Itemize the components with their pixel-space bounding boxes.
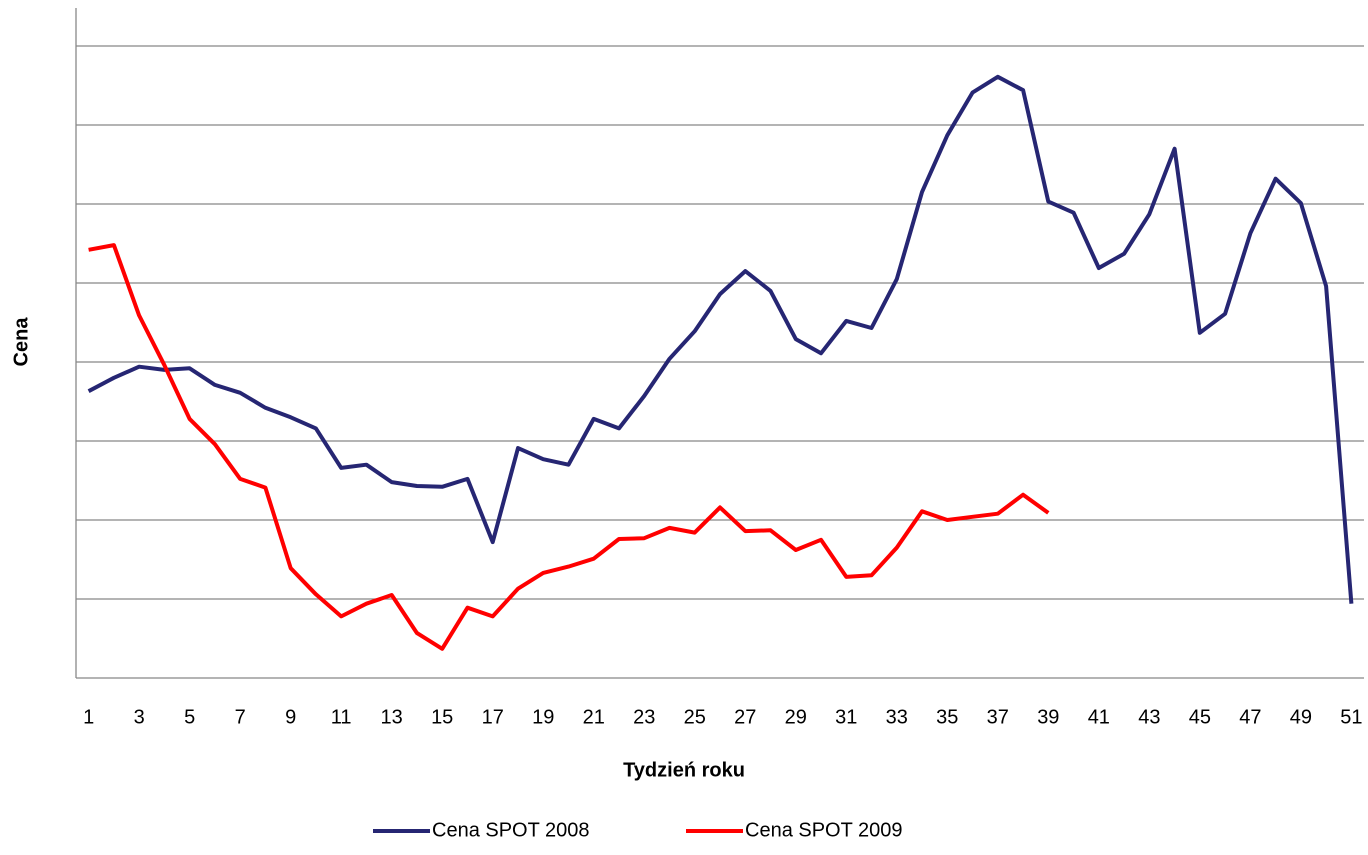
x-tick-label: 51 bbox=[1340, 706, 1362, 728]
x-tick-label: 17 bbox=[482, 706, 504, 728]
y-axis-label: Cena bbox=[10, 317, 32, 367]
x-tick-label: 19 bbox=[532, 706, 554, 728]
series-line bbox=[87, 74, 1354, 604]
x-tick-label: 1 bbox=[83, 706, 94, 728]
x-tick-label: 31 bbox=[835, 706, 857, 728]
x-tick-label: 35 bbox=[936, 706, 958, 728]
series-line bbox=[88, 243, 1050, 651]
x-axis-label: Tydzień roku bbox=[623, 759, 745, 781]
x-tick-label: 33 bbox=[886, 706, 908, 728]
x-tick-label: 29 bbox=[785, 706, 807, 728]
x-tick-label: 9 bbox=[285, 706, 296, 728]
legend-label: Cena SPOT 2009 bbox=[745, 819, 903, 841]
x-tick-label: 25 bbox=[684, 706, 706, 728]
x-tick-label: 37 bbox=[987, 706, 1009, 728]
x-tick-label: 43 bbox=[1138, 706, 1160, 728]
legend-label: Cena SPOT 2008 bbox=[432, 819, 590, 841]
x-tick-label: 3 bbox=[134, 706, 145, 728]
x-tick-label: 5 bbox=[184, 706, 195, 728]
x-tick-label: 7 bbox=[235, 706, 246, 728]
x-tick-label: 47 bbox=[1239, 706, 1261, 728]
x-tick-label: 41 bbox=[1088, 706, 1110, 728]
x-tick-label: 49 bbox=[1290, 706, 1312, 728]
x-tick-label: 23 bbox=[633, 706, 655, 728]
x-tick-label: 21 bbox=[583, 706, 605, 728]
x-tick-label: 11 bbox=[331, 706, 352, 728]
x-tick-label: 45 bbox=[1189, 706, 1211, 728]
x-tick-label: 27 bbox=[734, 706, 756, 728]
x-tick-label: 15 bbox=[431, 706, 453, 728]
x-tick-label: 13 bbox=[381, 706, 403, 728]
x-tick-label: 39 bbox=[1037, 706, 1059, 728]
